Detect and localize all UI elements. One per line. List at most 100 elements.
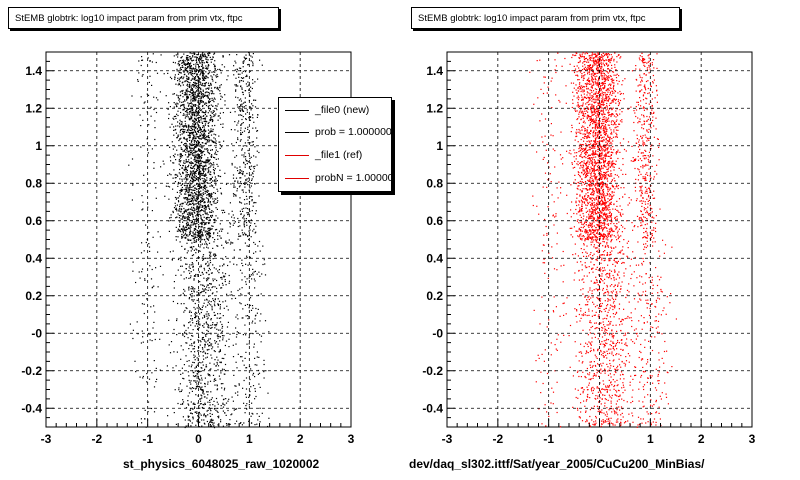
scatter-point [255, 307, 257, 310]
scatter-point [173, 129, 175, 131]
scatter-point [586, 169, 588, 171]
scatter-point [189, 153, 191, 155]
scatter-point [185, 228, 188, 230]
scatter-point [581, 230, 583, 232]
scatter-point [572, 102, 574, 104]
scatter-point [180, 203, 182, 205]
scatter-point [207, 301, 209, 303]
scatter-point [192, 269, 195, 271]
scatter-point [232, 177, 235, 179]
scatter-point [212, 162, 215, 164]
scatter-point [200, 138, 202, 140]
scatter-point [189, 132, 191, 134]
scatter-point [219, 306, 221, 308]
scatter-point [224, 300, 227, 302]
scatter-point [607, 144, 609, 146]
scatter-point [144, 409, 146, 411]
scatter-point [191, 175, 193, 177]
scatter-point [223, 335, 225, 337]
scatter-point [620, 215, 622, 217]
scatter-point [190, 144, 193, 146]
scatter-point [251, 87, 253, 90]
scatter-point [186, 60, 188, 62]
scatter-point [602, 118, 605, 120]
scatter-point [235, 77, 237, 79]
scatter-point [219, 68, 221, 70]
scatter-point [214, 327, 216, 329]
scatter-point [592, 239, 595, 241]
scatter-point [193, 81, 195, 84]
scatter-point [208, 141, 210, 143]
scatter-point [189, 267, 191, 269]
scatter-point [212, 105, 214, 107]
scatter-point [198, 191, 200, 193]
scatter-point [190, 100, 192, 102]
scatter-point [199, 97, 201, 99]
scatter-point [200, 403, 202, 405]
scatter-point [244, 142, 246, 144]
scatter-point [178, 60, 180, 62]
scatter-point [210, 318, 212, 320]
scatter-point [216, 228, 218, 231]
scatter-point [177, 114, 179, 117]
scatter-point [193, 154, 195, 156]
scatter-point [618, 54, 620, 56]
scatter-point [237, 353, 239, 355]
scatter-point [222, 315, 224, 317]
scatter-point [142, 341, 144, 343]
scatter-point [180, 218, 182, 220]
scatter-point [207, 353, 209, 355]
scatter-point [255, 202, 257, 204]
scatter-point [213, 173, 215, 175]
scatter-point [206, 162, 208, 164]
scatter-point [180, 111, 182, 114]
scatter-point [180, 121, 182, 123]
scatter-point [179, 204, 181, 206]
scatter-point [195, 59, 197, 61]
scatter-point [208, 54, 210, 56]
scatter-point [224, 100, 226, 102]
scatter-point [199, 103, 201, 105]
scatter-point [132, 270, 134, 272]
scatter-point [235, 90, 237, 92]
scatter-point [240, 183, 242, 185]
scatter-point [215, 142, 217, 144]
scatter-point [206, 244, 208, 246]
scatter-point [212, 201, 214, 203]
scatter-point [596, 99, 598, 101]
scatter-point [155, 61, 157, 64]
scatter-point [181, 186, 183, 189]
scatter-point [212, 404, 214, 406]
scatter-point [196, 208, 198, 210]
scatter-point [184, 419, 186, 421]
scatter-point [184, 197, 187, 199]
scatter-point [191, 85, 193, 87]
scatter-point [592, 164, 594, 166]
scatter-point [177, 103, 179, 105]
scatter-point [228, 398, 230, 400]
scatter-point [217, 369, 219, 371]
scatter-point [190, 203, 192, 205]
scatter-point [245, 179, 247, 182]
scatter-point [195, 76, 197, 78]
scatter-point [183, 113, 185, 115]
scatter-point [199, 210, 201, 212]
scatter-point [195, 311, 197, 313]
scatter-point [197, 177, 199, 179]
scatter-point [192, 76, 194, 78]
scatter-point [175, 236, 177, 238]
scatter-point [202, 74, 204, 76]
scatter-point [179, 129, 182, 131]
scatter-point [202, 73, 204, 75]
scatter-point [175, 198, 177, 200]
scatter-point [182, 202, 184, 204]
scatter-point [207, 139, 209, 141]
scatter-point [187, 81, 189, 83]
scatter-point [213, 408, 216, 410]
scatter-point [240, 213, 242, 215]
scatter-point [196, 364, 198, 366]
scatter-point [207, 77, 209, 79]
scatter-point [188, 311, 191, 313]
scatter-point [203, 216, 205, 218]
scatter-point [236, 54, 238, 56]
